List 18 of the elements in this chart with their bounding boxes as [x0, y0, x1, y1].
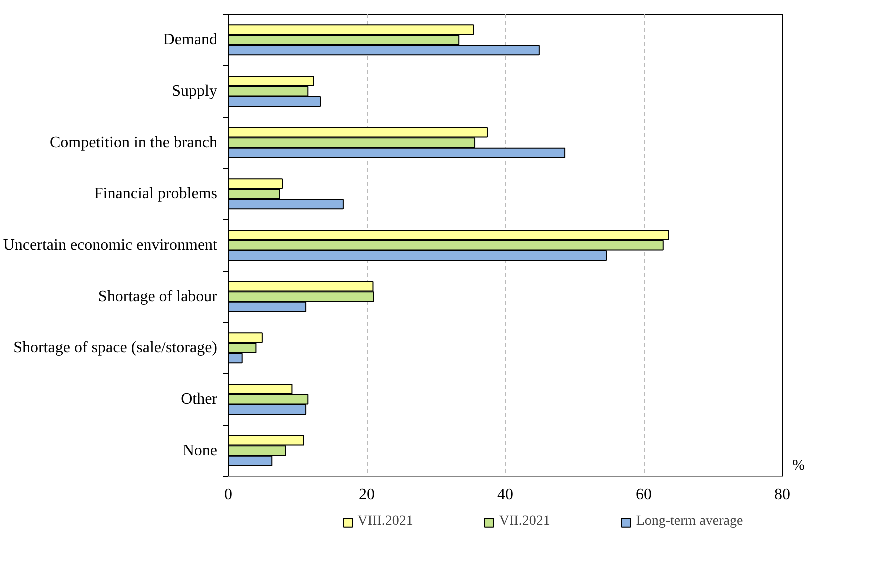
- y-tick-label: Other: [181, 391, 218, 408]
- y-tick-label: Financial problems: [94, 186, 218, 203]
- y-tick-label: Shortage of labour: [98, 288, 218, 306]
- legend-label: VII.2021: [499, 514, 550, 530]
- y-tick-label: Competition in the branch: [50, 134, 218, 152]
- y-tick-label: Uncertain economic environment: [3, 237, 218, 254]
- y-tick-label: Demand: [163, 32, 218, 49]
- legend-label: VIII.2021: [358, 514, 414, 530]
- x-tick-label: 20: [359, 486, 375, 504]
- legend-label: Long-term average: [636, 514, 744, 530]
- x-tick-label: 80: [774, 486, 790, 504]
- x-axis-title: %: [792, 458, 805, 474]
- x-tick-label: 0: [224, 486, 232, 504]
- x-tick-label: 40: [498, 486, 514, 504]
- y-tick-label: Supply: [172, 83, 218, 100]
- y-tick-label: Shortage of space (sale/storage): [14, 340, 218, 357]
- x-tick-label: 60: [636, 486, 652, 504]
- y-tick-label: None: [182, 442, 218, 460]
